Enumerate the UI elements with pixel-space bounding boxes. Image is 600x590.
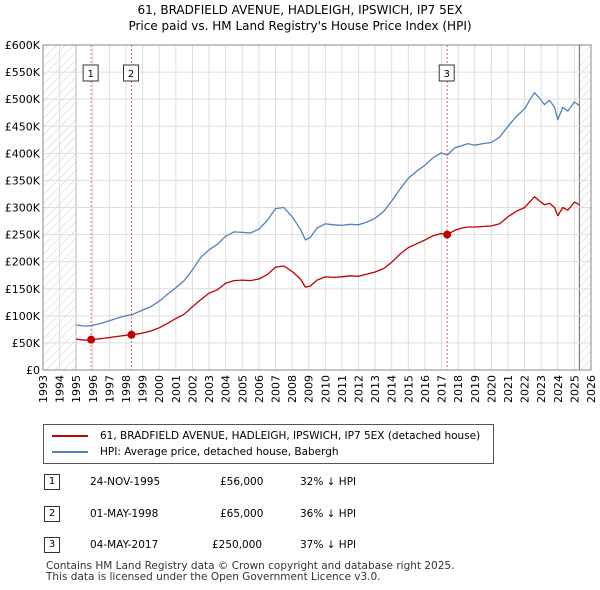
y-tick-label: £600K bbox=[5, 39, 41, 52]
title-address: 61, BRADFIELD AVENUE, HADLEIGH, IPSWICH,… bbox=[137, 3, 463, 17]
property-price-line bbox=[76, 196, 580, 341]
y-tick-label: £100K bbox=[5, 310, 41, 323]
x-tick-label: 2011 bbox=[336, 375, 349, 403]
plot-area-border bbox=[42, 44, 592, 371]
sale-marker-number: 3 bbox=[444, 69, 450, 80]
transaction-number: 1 bbox=[44, 474, 60, 490]
x-tick-label: 2014 bbox=[386, 375, 399, 403]
x-tick-label: 2008 bbox=[286, 375, 299, 403]
sale-marker-box bbox=[123, 64, 140, 82]
y-tick-label: £300K bbox=[5, 202, 41, 215]
x-tick-label: 2018 bbox=[452, 375, 465, 403]
transaction-number: 3 bbox=[44, 537, 60, 553]
x-tick-label: 1999 bbox=[137, 375, 150, 403]
chart-title: 61, BRADFIELD AVENUE, HADLEIGH, IPSWICH,… bbox=[0, 2, 600, 34]
x-tick-label: 2003 bbox=[203, 375, 216, 403]
transaction-price: £56,000 bbox=[220, 476, 264, 488]
x-tick-label: 2015 bbox=[402, 375, 415, 403]
legend-label-property: 61, BRADFIELD AVENUE, HADLEIGH, IPSWICH,… bbox=[100, 430, 481, 442]
footer-copyright: Contains HM Land Registry data © Crown c… bbox=[46, 560, 455, 572]
x-tick-label: 2010 bbox=[319, 375, 332, 403]
y-tick-label: £200K bbox=[5, 256, 41, 269]
y-tick-label: £450K bbox=[5, 120, 41, 133]
y-tick-label: £350K bbox=[5, 174, 41, 187]
transaction-hpi-diff: 36% ↓ HPI bbox=[300, 508, 357, 520]
x-tick-label: 2013 bbox=[369, 375, 382, 403]
sale-point bbox=[87, 335, 96, 344]
legend-item-property: 61, BRADFIELD AVENUE, HADLEIGH, IPSWICH,… bbox=[52, 429, 480, 443]
x-tick-label: 2021 bbox=[502, 375, 515, 403]
x-tick-label: 2005 bbox=[236, 375, 249, 403]
legend: 61, BRADFIELD AVENUE, HADLEIGH, IPSWICH,… bbox=[43, 424, 494, 464]
x-tick-label: 2023 bbox=[535, 375, 548, 403]
x-tick-label: 2016 bbox=[419, 375, 432, 403]
x-tick-label: 1993 bbox=[37, 375, 50, 403]
legend-item-hpi: HPI: Average price, detached house, Babe… bbox=[52, 445, 339, 459]
sale-marker-box bbox=[438, 64, 455, 82]
x-tick-label: 1994 bbox=[54, 375, 67, 403]
x-tick-label: 2022 bbox=[519, 375, 532, 403]
sale-marker-number: 1 bbox=[87, 69, 93, 80]
y-tick-label: £50K bbox=[12, 337, 41, 350]
x-tick-label: 2026 bbox=[585, 375, 598, 403]
x-tick-label: 2001 bbox=[170, 375, 183, 403]
x-tick-label: 2020 bbox=[485, 375, 498, 403]
y-tick-label: £500K bbox=[5, 93, 41, 106]
sale-marker-box bbox=[82, 64, 99, 82]
sale-marker-number: 2 bbox=[128, 69, 134, 80]
sale-point bbox=[127, 330, 136, 339]
footer-license: This data is licensed under the Open Gov… bbox=[46, 571, 381, 583]
transaction-price: £65,000 bbox=[220, 508, 264, 520]
y-tick-label: £150K bbox=[5, 283, 41, 296]
x-tick-label: 2002 bbox=[186, 375, 199, 403]
x-tick-label: 1996 bbox=[87, 375, 100, 403]
x-tick-label: 1998 bbox=[120, 375, 133, 403]
x-tick-label: 1997 bbox=[103, 375, 116, 403]
x-tick-label: 2012 bbox=[353, 375, 366, 403]
footer: Contains HM Land Registry data © Crown c… bbox=[46, 561, 454, 583]
price-chart: £0 £50K £100K £150K £200K £250K £300K £350K £400… bbox=[5, 39, 598, 403]
hpi-line bbox=[76, 92, 580, 327]
transaction-number: 2 bbox=[44, 506, 60, 522]
transaction-price: £250,000 bbox=[212, 539, 263, 551]
legend-label-hpi: HPI: Average price, detached house, Babe… bbox=[100, 446, 339, 458]
y-tick-label: £0 bbox=[26, 364, 40, 377]
x-tick-label: 2009 bbox=[303, 375, 316, 403]
x-tick-label: 2017 bbox=[436, 375, 449, 403]
sale-point bbox=[443, 230, 452, 239]
transaction-date: 24-NOV-1995 bbox=[90, 476, 161, 488]
x-tick-label: 2019 bbox=[469, 375, 482, 403]
x-tick-label: 2000 bbox=[153, 375, 166, 403]
x-tick-label: 2024 bbox=[552, 375, 565, 403]
transaction-hpi-diff: 32% ↓ HPI bbox=[300, 476, 357, 488]
transaction-date: 04-MAY-2017 bbox=[90, 539, 159, 551]
y-tick-label: £250K bbox=[5, 229, 41, 242]
x-tick-label: 2025 bbox=[568, 375, 581, 403]
y-tick-label: £550K bbox=[5, 66, 41, 79]
x-tick-label: 2007 bbox=[269, 375, 282, 403]
transaction-date: 01-MAY-1998 bbox=[90, 508, 159, 520]
x-tick-label: 2004 bbox=[220, 375, 233, 403]
y-tick-label: £400K bbox=[5, 147, 41, 160]
x-tick-label: 1995 bbox=[70, 375, 83, 403]
x-tick-label: 2006 bbox=[253, 375, 266, 403]
legend-swatch-hpi bbox=[52, 451, 88, 453]
title-subtitle: Price paid vs. HM Land Registry's House … bbox=[128, 19, 472, 33]
transaction-hpi-diff: 37% ↓ HPI bbox=[300, 539, 357, 551]
legend-swatch-property bbox=[52, 435, 88, 437]
